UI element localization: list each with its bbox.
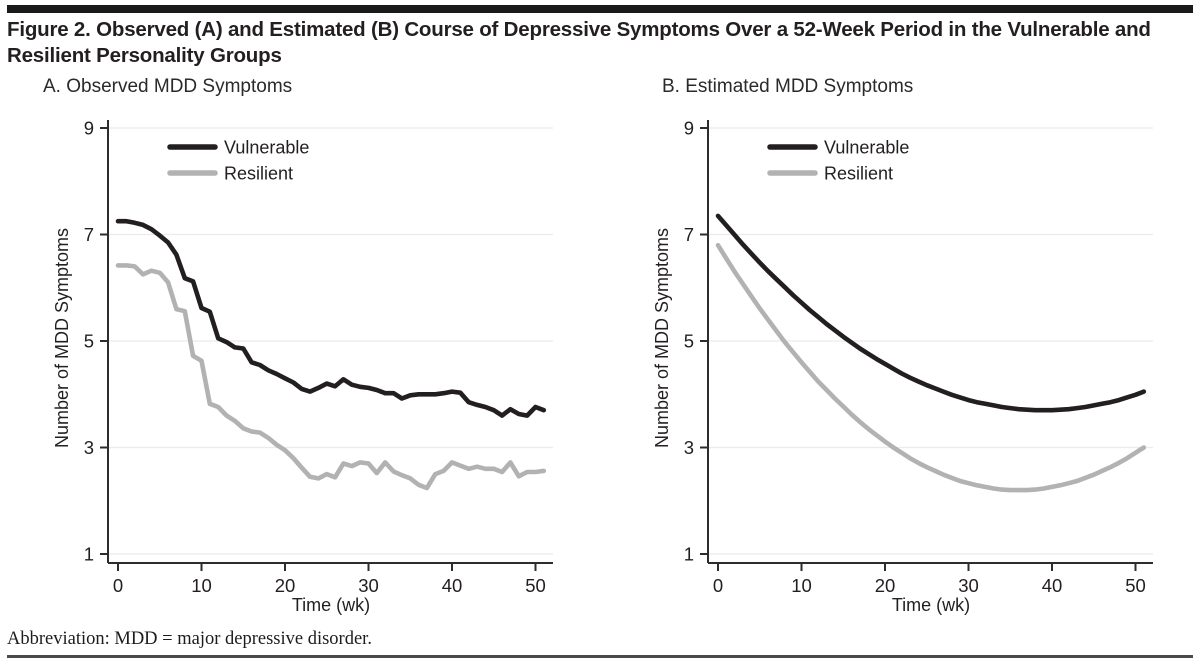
y-tick-label: 7 — [684, 224, 694, 245]
chart-a-observed: 9 7 5 3 10 10 20 30 40 50 Vulnerable Resilient Numbe… — [52, 118, 553, 615]
series-line-resilient — [115, 263, 547, 491]
legend-label-resilient: Resilient — [224, 164, 293, 184]
panel-b-subtitle: B. Estimated MDD Symptoms — [662, 76, 914, 97]
x-tick-label: 30 — [958, 575, 979, 596]
x-tick-label: 10 — [791, 575, 812, 596]
y-tick-label: 5 — [684, 331, 694, 352]
y-tick-label: 3 — [684, 437, 694, 458]
y-tick-label: 5 — [84, 331, 94, 352]
y-axis-title: Number of MDD Symptoms — [652, 228, 672, 448]
bottom-rule — [7, 655, 1193, 658]
x-tick-label: 20 — [275, 575, 296, 596]
abbreviation-footnote: Abbreviation: MDD = major depressive dis… — [7, 629, 372, 649]
x-tick-label: 50 — [525, 575, 546, 596]
y-tick-label: 1 — [684, 544, 694, 565]
series-line-vulnerable — [115, 218, 547, 418]
x-tick-label: 20 — [875, 575, 896, 596]
x-axis-title: Time (wk) — [892, 595, 970, 615]
y-axis-title: Number of MDD Symptoms — [52, 228, 72, 448]
x-tick-label: 40 — [1042, 575, 1063, 596]
legend-label-vulnerable: Vulnerable — [224, 138, 309, 158]
panel-a-subtitle: A. Observed MDD Symptoms — [43, 76, 293, 97]
x-tick-label: 30 — [358, 575, 379, 596]
x-tick-label: 50 — [1125, 575, 1146, 596]
y-tick-label: 9 — [684, 118, 694, 139]
figure-title-line-2: Resilient Personality Groups — [7, 44, 282, 67]
chart-b-estimated: 9 7 5 3 10 10 20 30 40 50 Vulnerable Resilient Numbe… — [652, 118, 1153, 615]
figure-title: Figure 2. Observed (A) and Estimated (B)… — [7, 17, 1197, 69]
series-line-resilient — [715, 242, 1147, 493]
x-tick-label: 10 — [191, 575, 212, 596]
x-tick-label: 0 — [113, 575, 123, 596]
y-tick-label: 3 — [84, 437, 94, 458]
y-tick-label: 7 — [84, 224, 94, 245]
figure-title-line-1: Figure 2. Observed (A) and Estimated (B)… — [7, 18, 1151, 41]
series-line-vulnerable — [715, 213, 1147, 413]
x-axis-title: Time (wk) — [292, 595, 370, 615]
y-tick-label: 9 — [84, 118, 94, 139]
y-tick-label: 1 — [84, 544, 94, 565]
x-tick-label: 40 — [442, 575, 463, 596]
top-rule — [7, 5, 1193, 13]
legend-label-resilient: Resilient — [824, 164, 893, 184]
legend-label-vulnerable: Vulnerable — [824, 138, 909, 158]
x-tick-label: 0 — [713, 575, 723, 596]
